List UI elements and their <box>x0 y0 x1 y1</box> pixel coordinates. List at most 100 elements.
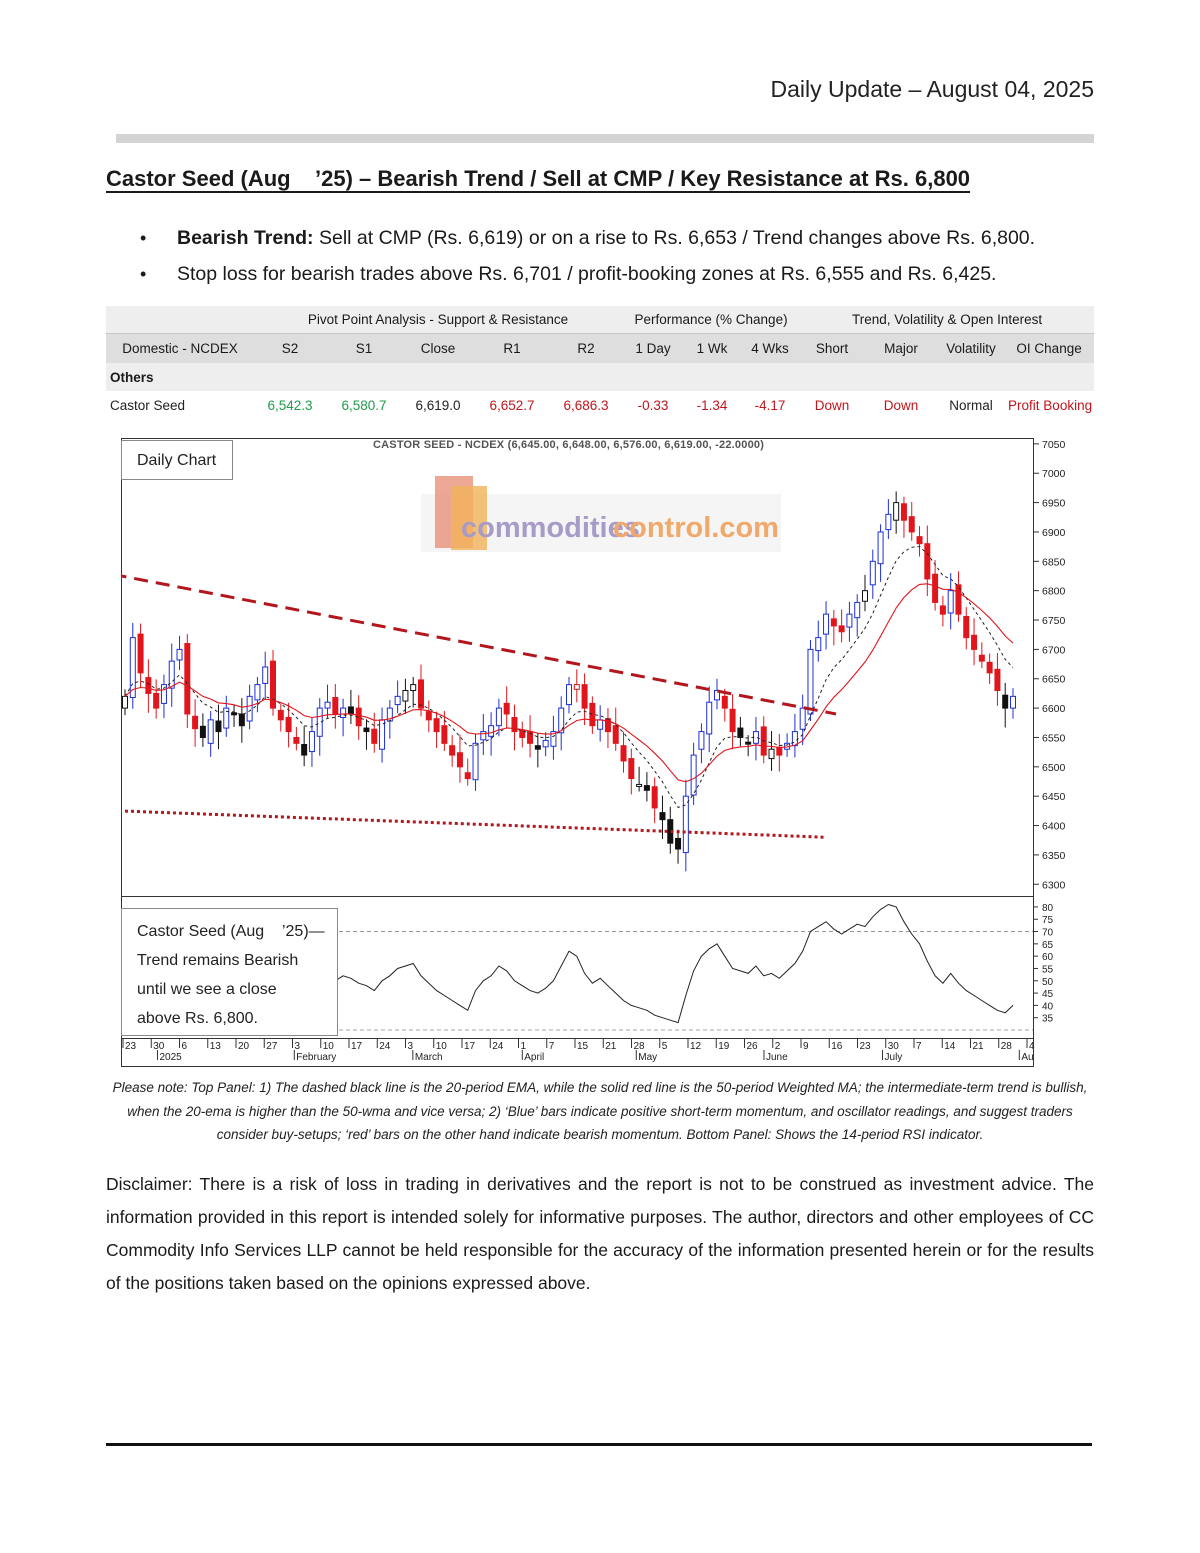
candle-body <box>628 758 635 780</box>
month-label: February <box>296 1052 336 1063</box>
candle-body <box>534 745 541 750</box>
candle-body <box>745 741 752 745</box>
candle-body <box>971 634 978 650</box>
column-header: S1 <box>326 333 402 363</box>
price-tick-label: 6850 <box>1042 556 1066 568</box>
candle-body <box>846 613 853 628</box>
rsi-tick-label: 80 <box>1042 903 1054 914</box>
cell-oi-change: Profit Booking <box>1008 397 1093 413</box>
candle-body <box>823 613 830 635</box>
date-axis-frame <box>121 1038 1034 1067</box>
rsi-tick-label: 75 <box>1042 915 1054 926</box>
candle-body <box>581 684 588 709</box>
group-trend: Trend, Volatility & Open Interest <box>800 306 1095 334</box>
bullet-stop-loss: Stop loss for bearish trades above Rs. 6… <box>140 256 1035 292</box>
candle-body <box>830 618 837 627</box>
candle-body <box>682 795 689 854</box>
month-label: April <box>524 1052 544 1063</box>
candle-body <box>332 697 339 715</box>
candle-body <box>558 707 565 734</box>
date-tick-label: 13 <box>210 1041 222 1052</box>
cell-close: 6,619.0 <box>415 397 461 413</box>
chart-canvas: 7050700069506900685068006750670066506600… <box>121 438 1066 1067</box>
ema-20-line <box>124 545 1014 808</box>
date-tick-label: 28 <box>1001 1041 1013 1052</box>
column-header: Close <box>402 333 474 363</box>
candle-body <box>994 668 1001 691</box>
date-tick-label: 10 <box>323 1041 335 1052</box>
candle-body <box>729 708 736 733</box>
commoditiescontrol-logo: commodities control.com <box>421 476 781 560</box>
candle-body <box>986 661 993 674</box>
rsi-tick-label: 70 <box>1042 928 1054 939</box>
date-tick-label: 23 <box>860 1041 872 1052</box>
candle-body <box>285 716 292 733</box>
bullet-bearish-trend: Bearish Trend: Sell at CMP (Rs. 6,619) o… <box>140 220 1035 256</box>
candle-body <box>231 712 238 716</box>
date-tick-label: 27 <box>266 1041 278 1052</box>
date-tick-label: 9 <box>803 1041 809 1052</box>
cell-s1: 6,580.7 <box>341 397 387 413</box>
bullet-text: Stop loss for bearish trades above Rs. 6… <box>177 263 997 285</box>
candle-body <box>168 660 175 689</box>
candle-body <box>363 727 370 733</box>
candle-body <box>277 709 284 721</box>
candle-body <box>394 695 401 706</box>
date-tick-label: 2 <box>775 1041 781 1052</box>
price-tick-label: 6400 <box>1042 821 1066 833</box>
rsi-tick-label: 40 <box>1042 1001 1054 1012</box>
note-line: Castor Seed (Aug ’25)— <box>137 923 325 940</box>
support-trendline <box>121 809 827 839</box>
candle-body <box>643 785 650 791</box>
candle-body <box>238 713 245 727</box>
candle-body <box>371 728 378 744</box>
rsi-tick-label: 60 <box>1042 952 1054 963</box>
candle-body <box>122 695 128 709</box>
candle-body <box>612 725 619 744</box>
candle-body <box>418 679 424 709</box>
daily-chart-label: Daily Chart <box>121 440 233 480</box>
date-tick-label: 20 <box>238 1041 250 1052</box>
candle-body <box>862 590 868 602</box>
candle-body <box>620 745 627 762</box>
price-tick-label: 6550 <box>1042 732 1066 744</box>
candle-body <box>495 707 502 727</box>
date-tick-label: 14 <box>944 1041 956 1052</box>
cell-1day: -0.33 <box>637 397 669 413</box>
price-tick-label: 7050 <box>1042 439 1066 451</box>
candle-body <box>815 637 822 652</box>
rsi-tick-label: 55 <box>1042 964 1054 975</box>
candle-body <box>425 711 432 721</box>
cell-r1: 6,652.7 <box>489 397 535 413</box>
logo-text-a: commodities <box>461 512 640 544</box>
note-line: Trend remains Bearish <box>137 952 299 969</box>
date-tick-label: 21 <box>973 1041 985 1052</box>
candle-body <box>908 516 915 533</box>
month-label: March <box>415 1052 443 1063</box>
candle-body <box>215 720 222 733</box>
rsi-tick-label: 65 <box>1042 940 1054 951</box>
price-tick-label: 6600 <box>1042 703 1066 715</box>
column-header: R1 <box>474 333 550 363</box>
daily-update-date: Daily Update – August 04, 2025 <box>770 76 1094 102</box>
candle-body <box>659 812 666 821</box>
month-label: 2025 <box>159 1052 182 1063</box>
date-tick-label: 24 <box>379 1041 391 1052</box>
candle-body <box>737 727 744 738</box>
candle-body <box>963 616 970 639</box>
logo-graphic: commodities control.com <box>421 476 781 552</box>
candle-body <box>192 715 199 730</box>
column-header: Short <box>800 333 865 363</box>
candle-body <box>301 744 308 756</box>
candle-body <box>223 707 230 729</box>
candle-body <box>877 531 884 565</box>
candle-body <box>519 729 526 738</box>
candle-body <box>651 786 658 809</box>
candle-body <box>854 601 861 619</box>
price-tick-label: 6350 <box>1042 850 1066 862</box>
price-tick-label: 6500 <box>1042 762 1066 774</box>
column-header: Volatility <box>938 333 1005 363</box>
date-tick-label: 19 <box>718 1041 730 1052</box>
column-header: OI Change <box>1004 333 1095 363</box>
price-tick-label: 6700 <box>1042 644 1066 656</box>
